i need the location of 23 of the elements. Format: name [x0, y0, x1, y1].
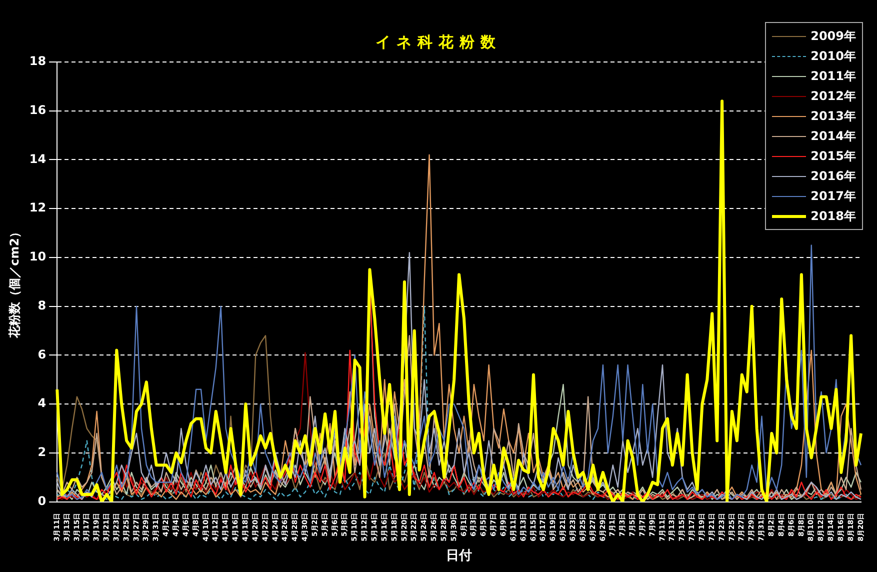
legend-label: 2010年 [810, 48, 856, 64]
legend-label: 2009年 [810, 28, 856, 44]
legend-label: 2015年 [810, 148, 856, 164]
legend-label: 2012年 [810, 88, 856, 104]
legend-label: 2011年 [810, 68, 856, 84]
legend-label: 2017年 [810, 188, 856, 204]
y-tick-label: 8 [38, 298, 46, 312]
y-tick-label: 16 [29, 102, 46, 117]
y-axis-title: 花粉数（個／cm2） [7, 226, 22, 339]
y-tick-label: 4 [38, 396, 46, 410]
legend-label: 2016年 [810, 168, 856, 184]
y-tick-label: 14 [29, 152, 46, 166]
y-tick-label: 6 [38, 347, 46, 362]
legend-label: 2014年 [810, 128, 856, 144]
y-tick-label: 12 [29, 200, 46, 215]
y-tick-label: 0 [38, 494, 46, 508]
y-tick-label: 18 [29, 54, 46, 68]
legend-label: 2013年 [810, 108, 856, 124]
chart-title: イネ科花粉数 [376, 33, 502, 51]
legend-label: 2018年 [810, 208, 856, 224]
y-tick-label: 10 [29, 250, 46, 264]
y-tick-label: 2 [38, 445, 46, 460]
x-axis-title: 日付 [446, 548, 472, 564]
